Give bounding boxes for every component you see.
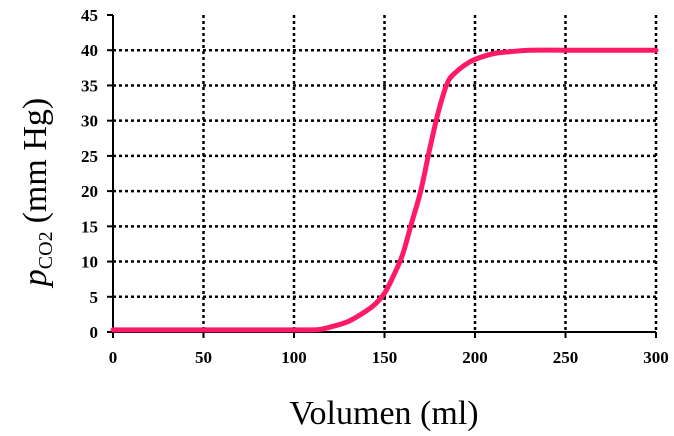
y-tick-label: 5: [90, 288, 99, 307]
y-tick-labels: 0 5 10 15 20 25 30 35 40 45: [81, 6, 98, 342]
y-tick-label: 0: [90, 323, 99, 342]
series: [110, 47, 659, 333]
x-axis-label: Volumen (ml): [289, 395, 478, 432]
y-tick-label: 25: [81, 147, 98, 166]
y-axis-label-symbol: p: [17, 269, 54, 288]
x-tick-label: 300: [643, 348, 669, 367]
x-tick-label: 250: [553, 348, 579, 367]
x-tick-label: 50: [195, 348, 212, 367]
y-axis-label-subscript: CO2: [35, 231, 57, 269]
x-tick-labels: 0 50 100 150 200 250 300: [109, 348, 669, 367]
y-tick-label: 40: [81, 41, 98, 60]
y-tick-label: 20: [81, 182, 98, 201]
y-tick-label: 45: [81, 6, 98, 25]
y-tick-label: 10: [81, 253, 98, 272]
y-tick-label: 15: [81, 217, 98, 236]
x-tick-label: 200: [462, 348, 488, 367]
y-tick-label: 30: [81, 112, 98, 131]
y-axis-label: pCO2 (mm Hg): [17, 98, 57, 288]
x-tick-label: 150: [372, 348, 398, 367]
axes: [107, 14, 657, 338]
y-tick-label: 35: [81, 76, 98, 95]
x-tick-label: 0: [109, 348, 118, 367]
y-axis-label-unit: (mm Hg): [17, 98, 54, 224]
grid: [113, 15, 658, 332]
series-line-0: [110, 47, 659, 333]
x-tick-label: 100: [281, 348, 307, 367]
